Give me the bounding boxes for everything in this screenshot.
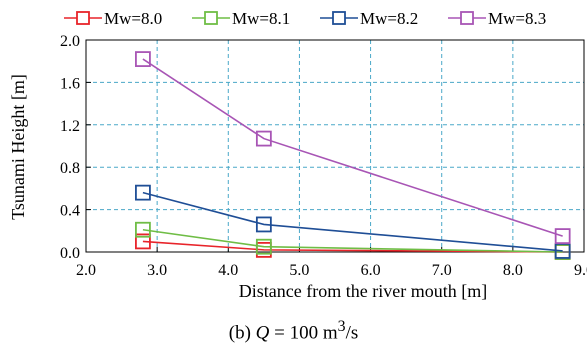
legend-marker: [332, 11, 346, 25]
x-tick-label: 5.0: [289, 262, 309, 279]
data-point-marker: [554, 228, 571, 245]
legend: Mw=8.0 Mw=8.1 Mw=8.2 Mw=8.3: [64, 9, 546, 28]
y-tick-label: 0.8: [60, 160, 80, 177]
legend-label: Mw=8.0: [104, 9, 162, 28]
caption-prefix: (b): [228, 322, 256, 344]
y-tick-label: 1.2: [60, 118, 80, 135]
tick-labels: 2.0 3.0 4.0 5.0 6.0 7.0 8.0 9.0 0.0 0.4 0.8 1.2 1.6 2…: [60, 33, 587, 279]
legend-entry: Mw=8.3: [448, 9, 546, 28]
series: [135, 51, 571, 260]
series-line: [142, 228, 563, 253]
x-tick-label: 3.0: [147, 262, 167, 279]
series-line: [142, 191, 563, 252]
axes: [85, 39, 585, 253]
x-axis-label: Distance from the river mouth [m]: [239, 281, 487, 301]
legend-label: Mw=8.3: [488, 9, 546, 28]
data-point-marker: [135, 233, 151, 250]
figure-caption: (b) Q = 100 m3/s: [0, 318, 587, 344]
legend-label: Mw=8.1: [232, 9, 290, 28]
y-tick-label: 0.0: [60, 245, 80, 262]
y-axis-label: Tsunami Height [m]: [8, 74, 28, 220]
caption-exponent: 3: [337, 318, 346, 335]
series-line: [142, 58, 563, 237]
legend-marker: [76, 11, 90, 25]
data-point-marker: [135, 184, 151, 201]
chart: 2.0 3.0 4.0 5.0 6.0 7.0 8.0 9.0 0.0 0.4 0.8 1.2 1.6 2…: [8, 9, 587, 301]
x-tick-label: 9.0: [574, 262, 587, 279]
legend-marker: [204, 11, 218, 25]
series-mw-8-3: [135, 51, 571, 245]
x-tick-label: 4.0: [218, 262, 238, 279]
caption-q-symbol: Q: [255, 322, 270, 344]
legend-marker: [460, 11, 474, 25]
data-point-marker: [255, 130, 272, 147]
x-tick-label: 8.0: [503, 262, 523, 279]
legend-entry: Mw=8.0: [64, 9, 162, 28]
plot-frame: [85, 39, 585, 253]
data-point-marker: [135, 51, 151, 67]
legend-label: Mw=8.2: [360, 9, 418, 28]
x-tick-label: 7.0: [432, 262, 452, 279]
caption-value: = 100 m: [269, 322, 338, 344]
legend-entry: Mw=8.1: [192, 9, 290, 28]
x-tick-label: 6.0: [361, 262, 381, 279]
grid: [86, 40, 584, 252]
data-point-marker: [255, 238, 272, 255]
y-tick-label: 2.0: [60, 33, 80, 50]
caption-unit: /s: [345, 322, 359, 344]
series-mw-8-1: [135, 221, 571, 260]
y-tick-label: 0.4: [60, 203, 80, 220]
series-mw-8-2: [135, 184, 571, 259]
y-tick-label: 1.6: [60, 75, 80, 92]
legend-entry: Mw=8.2: [320, 9, 418, 28]
data-point-marker: [135, 221, 151, 238]
data-point-marker: [255, 216, 272, 233]
x-tick-label: 2.0: [76, 262, 96, 279]
series-line: [142, 240, 563, 253]
